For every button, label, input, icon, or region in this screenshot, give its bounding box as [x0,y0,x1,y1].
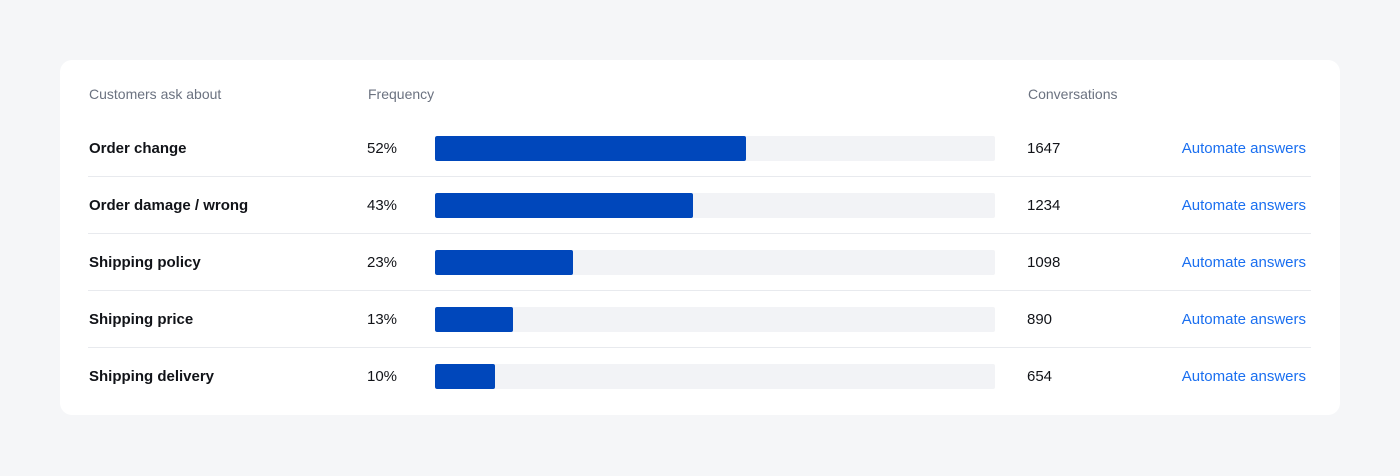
frequency-percent: 52% [367,140,398,157]
table-row: Shipping delivery 10% 654 Automate answe… [88,348,1311,405]
frequency-bar-track [435,307,995,332]
frequency-percent: 10% [367,368,398,385]
table-row: Order damage / wrong 43% 1234 Automate a… [88,177,1311,234]
frequency-bar-fill [435,250,573,275]
table-header: Customers ask about Frequency Conversati… [60,60,1340,126]
conversation-count: 1098 [1027,254,1061,271]
automate-answers-link[interactable]: Automate answers [1181,368,1306,385]
row-divider [88,347,1311,348]
automate-answers-link[interactable]: Automate answers [1181,254,1306,271]
conversation-count: 1234 [1027,197,1061,214]
frequency-percent: 13% [367,311,398,328]
topic-label: Order damage / wrong [89,197,249,214]
automate-answers-link[interactable]: Automate answers [1181,311,1306,328]
frequency-bar-fill [435,193,693,218]
topic-label: Shipping delivery [89,368,215,385]
frequency-bar-track [435,250,995,275]
frequency-bar-fill [435,364,495,389]
row-divider [88,233,1311,234]
table-row: Shipping policy 23% 1098 Automate answer… [88,234,1311,291]
frequency-percent: 43% [367,197,398,214]
table-row: Order change 52% 1647 Automate answers [88,120,1311,177]
topic-label: Order change [89,140,187,157]
header-topic: Customers ask about [89,86,222,102]
frequency-bar-track [435,136,995,161]
topic-label: Shipping price [89,311,194,328]
row-divider [88,290,1311,291]
header-conversations: Conversations [1028,86,1118,102]
topics-table-card: Customers ask about Frequency Conversati… [60,60,1340,415]
table-row: Shipping price 13% 890 Automate answers [88,291,1311,348]
frequency-percent: 23% [367,254,398,271]
frequency-bar-fill [435,307,513,332]
conversation-count: 1647 [1027,140,1061,157]
row-divider [88,176,1311,177]
automate-answers-link[interactable]: Automate answers [1181,197,1306,214]
frequency-bar-track [435,364,995,389]
frequency-bar-track [435,193,995,218]
conversation-count: 890 [1027,311,1053,328]
header-frequency: Frequency [368,86,435,102]
topic-label: Shipping policy [89,254,201,271]
frequency-bar-fill [435,136,747,161]
conversation-count: 654 [1027,368,1053,385]
automate-answers-link[interactable]: Automate answers [1181,140,1306,157]
